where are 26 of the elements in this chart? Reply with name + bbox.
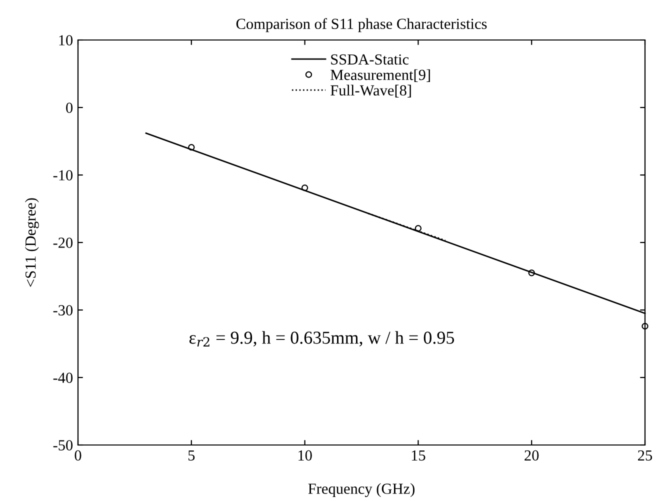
point xyxy=(528,270,535,276)
legend-label: Measurement[9] xyxy=(330,69,430,82)
y-axis-title: <S11 (Degree) xyxy=(24,198,39,287)
x-tick-label: 5 xyxy=(188,450,195,461)
point xyxy=(188,144,195,151)
x-tick-label: 20 xyxy=(524,450,539,461)
y-tick-label: -50 xyxy=(53,440,73,450)
y-tick-label: -30 xyxy=(53,305,73,316)
annotation: ε$_{r2}$ = 9.9, h = 0.635mm, w / h = 0.95 xyxy=(189,331,454,346)
x-tick-label: 25 xyxy=(638,450,652,461)
y-tick-label: 0 xyxy=(66,102,73,113)
y-tick-label: 10 xyxy=(59,35,73,46)
point xyxy=(642,322,648,330)
legend-label: SSDA-Static xyxy=(331,54,409,65)
x-tick-label: 10 xyxy=(298,450,312,461)
y-tick-label: -10 xyxy=(53,170,73,180)
x-tick-label: 15 xyxy=(412,450,426,461)
point xyxy=(414,224,422,232)
x-axis-title: Frequency (GHz) xyxy=(308,483,414,498)
point xyxy=(301,184,308,192)
legend-label: Full-Wave[8] xyxy=(330,84,411,98)
y-tick-label: -40 xyxy=(53,372,73,383)
line-series xyxy=(368,212,446,242)
y-tick-label: -20 xyxy=(53,238,73,248)
x-tick-label: 0 xyxy=(74,450,82,461)
chart-title: Comparison of S11 phase Characteristics xyxy=(236,18,487,32)
